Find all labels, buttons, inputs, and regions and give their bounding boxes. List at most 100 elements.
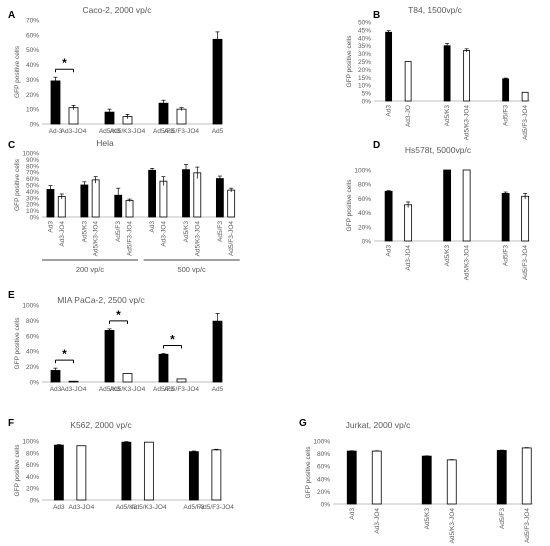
bar <box>215 178 224 218</box>
x-tick-label: Ad3 <box>47 221 54 233</box>
x-tick-label: Ad5/K3-JO4 <box>131 504 167 511</box>
x-tick-label: Ad5/K3-JO4 <box>464 245 471 281</box>
x-tick-label: Ad3 <box>386 105 393 117</box>
bar <box>176 108 187 125</box>
bar <box>211 449 222 501</box>
bar <box>384 190 393 242</box>
panel-letter: B <box>373 10 380 21</box>
chart-title: Hs578t, 5000vp/c <box>405 145 472 155</box>
chart-panel-a: A Caco-2, 2000 vp/c 0% 10% 20% 30% 40% 50% 60% 70… <box>8 5 224 135</box>
y-tick-label: 100% <box>313 439 330 446</box>
y-tick-label: 60% <box>26 462 39 469</box>
x-tick-label: Ad5/K3 <box>424 508 431 530</box>
bar <box>158 353 169 383</box>
x-tick-label: Ad5/F3-JO4 <box>127 221 134 256</box>
bar <box>443 169 452 242</box>
y-tick-label: 20% <box>26 486 39 493</box>
x-tick-label: Ad5/K3-JO4 <box>93 221 100 257</box>
panel-letter: E <box>8 290 15 301</box>
y-tick-label: 0% <box>30 380 40 387</box>
chart-title: MIA PaCa-2, 2500 vp/c <box>57 295 145 305</box>
y-tick-label: 100% <box>22 303 39 310</box>
x-tick-label: Ad5/K3 <box>99 128 121 135</box>
bar <box>176 378 187 383</box>
y-tick-label: 40% <box>26 189 39 196</box>
x-tick-label: Ad5/K3-JO4 <box>110 386 146 393</box>
y-tick-label: 10% <box>358 83 371 90</box>
y-tick-label: 80% <box>26 163 39 170</box>
y-tick-label: 50% <box>358 20 371 27</box>
y-tick-label: 20% <box>358 224 371 231</box>
bar <box>346 450 357 505</box>
x-tick-label: Ad5/K3-JO4 <box>449 508 456 544</box>
x-tick-label: Ad5/F3-JO4 <box>164 386 199 393</box>
y-tick-label: 40% <box>358 210 371 217</box>
x-tick-label: Ad5/K3-JO4 <box>110 128 146 135</box>
x-tick-label: Ad5/F3-JO4 <box>522 105 529 140</box>
y-tick-label: 80% <box>26 318 39 325</box>
y-tick-label: 0% <box>321 502 331 509</box>
x-tick-label: Ad5/F3-JO4 <box>228 221 235 256</box>
bar <box>446 459 457 505</box>
y-tick-label: 60% <box>26 32 39 39</box>
y-tick-label: 40% <box>26 62 39 69</box>
y-tick-label: 10% <box>26 107 39 114</box>
y-tick-label: 80% <box>26 450 39 457</box>
x-tick-label: Ad5/F3 <box>499 508 506 529</box>
x-tick-label: Ad5/K3 <box>116 504 138 511</box>
y-tick-label: 0% <box>362 99 372 106</box>
chart-title: Caco-2, 2000 vp/c <box>83 5 153 15</box>
bar <box>371 450 382 505</box>
bar <box>143 441 154 501</box>
x-tick-label: Ad5/F3-JO4 <box>522 245 529 280</box>
bar <box>463 50 471 102</box>
x-tick-label: Ad3-JO4 <box>59 221 66 247</box>
significance-star: * <box>170 333 175 347</box>
x-tick-label: Ad5/F3-JO4 <box>524 508 531 543</box>
significance-star: * <box>62 347 67 361</box>
y-tick-label: 70% <box>26 18 39 25</box>
bar <box>193 172 202 218</box>
bar <box>182 169 190 218</box>
y-tick-label: 0% <box>30 122 40 129</box>
x-tick-label: Ad5/F3 <box>115 221 122 242</box>
bar <box>57 196 66 218</box>
y-tick-label: 100% <box>354 168 371 175</box>
y-axis-label: GFP positive cells <box>14 444 21 497</box>
chart-panel-f: F K562, 2000 vp/c 0% 20% 40% 60% 80% 100%GFP po… <box>8 418 234 511</box>
x-tick-label: Ad3-JO4 <box>405 245 412 271</box>
x-tick-label: Ad5/F3 <box>503 245 510 266</box>
chart-panel-c: C Hela 0%10%20%30%40%50%60%70%80%90%100%GF… <box>8 138 240 274</box>
y-tick-label: 40% <box>26 474 39 481</box>
bar <box>501 193 510 242</box>
x-tick-label: Ad3-JO4 <box>160 221 167 247</box>
bar <box>104 330 115 383</box>
x-tick-label: Ad5/K3-JO4 <box>464 105 471 141</box>
x-tick-label: Ad3 <box>386 245 393 257</box>
chart-title: T84, 1500vp/c <box>408 5 463 15</box>
x-tick-label: Ad5/K3 <box>81 221 88 243</box>
x-tick-label: Ad3-JO4 <box>374 508 381 534</box>
chart-panel-d: D Hs578t, 5000vp/c 0% 20% 40% 60% 80% 100%GFP p… <box>346 140 530 280</box>
y-tick-label: 40% <box>26 349 39 356</box>
y-tick-label: 30% <box>26 77 39 84</box>
chart-title: Hela <box>96 138 114 148</box>
bar <box>46 189 55 218</box>
chart-title: K562, 2000 vp/c <box>70 420 132 430</box>
y-tick-label: 50% <box>26 183 39 190</box>
bar <box>159 180 168 218</box>
panel-letter: C <box>8 140 15 151</box>
bar <box>502 78 510 102</box>
y-tick-label: 60% <box>317 464 330 471</box>
y-tick-label: 5% <box>362 91 372 98</box>
y-tick-label: 60% <box>358 196 371 203</box>
x-tick-label: Ad5/K3 <box>444 245 451 267</box>
bar <box>212 38 223 125</box>
bar <box>50 80 61 125</box>
y-tick-label: 30% <box>358 51 371 58</box>
y-tick-label: 40% <box>358 35 371 42</box>
bar <box>91 179 100 218</box>
bar <box>462 169 471 242</box>
y-tick-label: 80% <box>358 182 371 189</box>
y-tick-label: 35% <box>358 43 371 50</box>
